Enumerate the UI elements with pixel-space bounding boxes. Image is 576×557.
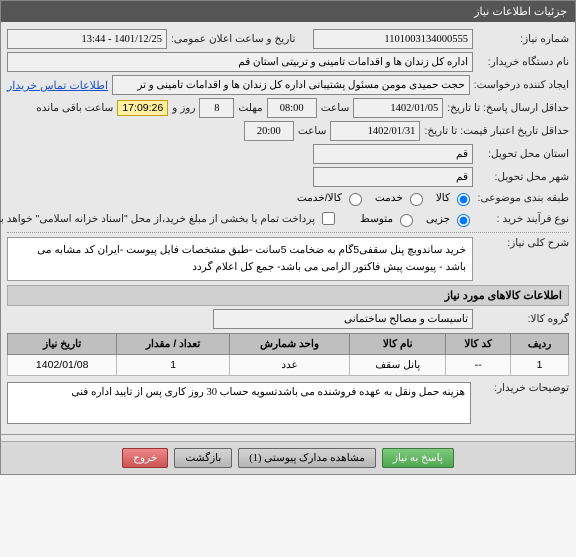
contact-link[interactable]: اطلاعات تماس خریدار xyxy=(7,79,108,92)
deadline-date-field xyxy=(353,98,443,118)
group-label: گروه کالا: xyxy=(477,313,569,325)
time-label-1: ساعت xyxy=(321,102,350,114)
need-description: خرید ساندویچ پنل سقفی5گام به ضخامت 5سانت… xyxy=(7,237,473,281)
announce-label: تاریخ و ساعت اعلان عمومی: xyxy=(171,33,295,45)
announce-field xyxy=(7,29,167,49)
validity-time-field xyxy=(244,121,294,141)
desc-label: شرح کلی نیاز: xyxy=(477,237,569,249)
cat-both-radio[interactable]: کالا/خدمت xyxy=(297,190,365,206)
buyer-note-field[interactable] xyxy=(7,382,471,424)
col-name: نام کالا xyxy=(350,333,446,354)
buyer-org-label: نام دستگاه خریدار: xyxy=(477,56,569,68)
city-field xyxy=(313,167,473,187)
attachments-button[interactable]: مشاهده مدارک پیوستی (1) xyxy=(238,448,376,468)
cat-goods-radio[interactable]: کالا xyxy=(436,190,473,206)
location-field xyxy=(313,144,473,164)
items-table: ردیف کد کالا نام کالا واحد شمارش تعداد /… xyxy=(7,333,569,376)
pay-note-check[interactable]: پرداخت تمام یا بخشی از مبلغ خرید،از محل … xyxy=(0,209,338,228)
proc-medium-radio[interactable]: متوسط xyxy=(360,211,416,227)
back-button[interactable]: بازگشت xyxy=(174,448,232,468)
remain-lbl3: ساعت باقی مانده xyxy=(36,102,113,114)
deadline-time-field xyxy=(267,98,317,118)
process-radios: جزیی متوسط xyxy=(352,211,473,227)
table-row[interactable]: 1 -- پانل سقف عدد 1 1402/01/08 xyxy=(8,354,569,375)
need-details-window: جزئیات اطلاعات نیاز شماره نیاز: تاریخ و … xyxy=(0,0,576,475)
col-row: ردیف xyxy=(511,333,569,354)
items-subheader: اطلاعات کالاهای مورد نیاز xyxy=(7,285,569,306)
location-label: استان محل تحویل: xyxy=(477,148,569,160)
creator-label: ایجاد کننده درخواست: xyxy=(474,79,569,91)
need-no-field xyxy=(313,29,473,49)
group-field xyxy=(213,309,473,329)
footer-buttons: پاسخ به نیاز مشاهده مدارک پیوستی (1) باز… xyxy=(1,441,575,474)
need-no-label: شماره نیاز: xyxy=(477,33,569,45)
validity-date-field xyxy=(330,121,420,141)
remain-lbl1: مهلت xyxy=(238,102,262,114)
category-radios: کالا خدمت کالا/خدمت xyxy=(289,190,473,206)
cat-service-radio[interactable]: خدمت xyxy=(375,190,426,206)
remain-time-field: 17:09:26 xyxy=(117,100,168,116)
exit-button[interactable]: خروج xyxy=(122,448,168,468)
deadline-label: حداقل ارسال پاسخ: تا تاریخ: xyxy=(447,102,569,114)
col-date: تاریخ نیاز xyxy=(8,333,117,354)
col-unit: واحد شمارش xyxy=(229,333,350,354)
validity-label: حداقل تاریخ اعتبار قیمت: تا تاریخ: xyxy=(424,125,569,137)
process-label: نوع فرآیند خرید : xyxy=(477,213,569,225)
buyer-org-field xyxy=(7,52,473,72)
col-qty: تعداد / مقدار xyxy=(117,333,229,354)
remain-days-field xyxy=(199,98,234,118)
category-label: طبقه بندی موضوعی: xyxy=(477,192,569,204)
col-code: کد کالا xyxy=(446,333,511,354)
proc-partial-radio[interactable]: جزیی xyxy=(426,211,473,227)
creator-field xyxy=(112,75,470,95)
window-titlebar: جزئیات اطلاعات نیاز xyxy=(1,1,575,22)
reply-button[interactable]: پاسخ به نیاز xyxy=(382,448,454,468)
buyer-note-label: توضیحات خریدار: xyxy=(477,382,569,394)
time-label-2: ساعت xyxy=(298,125,327,137)
remain-lbl2: روز و xyxy=(172,102,195,114)
city-label: شهر محل تحویل: xyxy=(477,171,569,183)
header-section: شماره نیاز: تاریخ و ساعت اعلان عمومی: نا… xyxy=(1,22,575,428)
